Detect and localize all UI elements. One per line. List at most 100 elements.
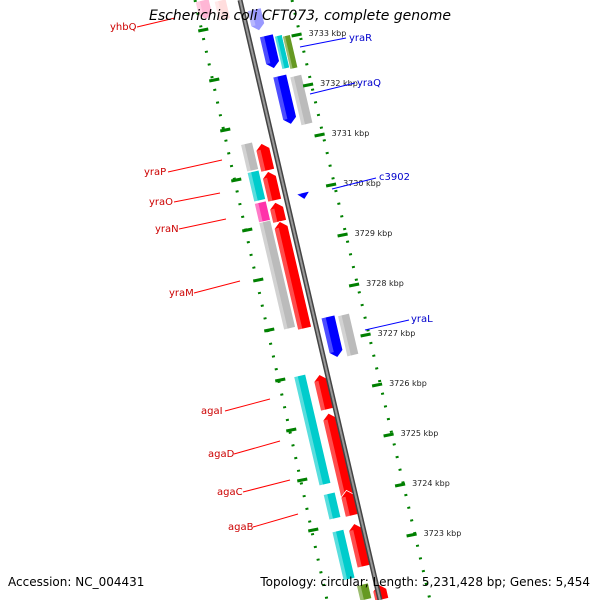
inner-scale-tick [230, 177, 242, 183]
gene-arrow-yraO [262, 170, 283, 203]
scale-tick [337, 232, 348, 238]
map-title: Escherichia coli CFT073, complete genome [149, 8, 451, 24]
gene-label-yhbQ: yhbQ [110, 22, 137, 33]
gene-arrow-agaD-shade [322, 419, 346, 499]
gene-arrow-agaC-shade [340, 496, 351, 518]
cds-block-yraO [246, 169, 267, 203]
inner-scale-tick [274, 377, 286, 383]
scale-tick-label: 3727 kbp [378, 329, 416, 338]
cds-block-yraM [258, 219, 296, 331]
gene-label-agaB: agaB [228, 522, 254, 533]
scale-tick-label: 3724 kbp [412, 479, 450, 488]
scale-tick [406, 532, 417, 538]
cds-block-yraQ-shade [289, 76, 306, 126]
inner-scale-tick [263, 327, 275, 333]
cds-block-yraO-shade [247, 171, 258, 202]
cds-block-yraO-body [246, 169, 267, 203]
gene-arrow-yraO-shade [262, 177, 273, 203]
gene-arrow-yraL-shade [321, 317, 334, 354]
gene-tracks [194, 0, 390, 600]
gene-label-yraL: yraL [411, 314, 433, 325]
scale-tick-label: 3723 kbp [424, 529, 462, 538]
gene-label-agaC: agaC [217, 487, 243, 498]
gene-arrow-agaI-shade [313, 380, 326, 412]
gene-arrow-c3902-shade [297, 193, 302, 195]
scale-track: 3733 kbp 3732 kbp 3731 kbp 3730 kbp 3729 kbp… [193, 0, 462, 600]
cds-block-yraM-body [258, 219, 296, 331]
cds-block-yraN [253, 200, 272, 224]
cds-block-agaC-body [322, 491, 342, 521]
gene-label-yraM: yraM [169, 288, 194, 299]
cds-block-yraR-2 [281, 34, 299, 70]
gene-label-leader [309, 82, 356, 95]
gene-arrow-yraP-body [255, 142, 276, 173]
cds-block-yraQ-body [289, 73, 314, 127]
gene-arrow-yraQ-shade [272, 76, 288, 121]
inner-scale-tick [241, 227, 253, 233]
inner-scale-tick [296, 477, 308, 483]
cds-block-yraP-shade [240, 143, 251, 172]
gene-label-leader [252, 513, 299, 528]
cds-block-top-shade [214, 0, 223, 22]
gene-arrow-top-minus-body [246, 7, 266, 32]
cds-block-agaC [322, 491, 342, 521]
cds-block-agaI-D-body [293, 373, 332, 487]
gene-label-yraN: yraN [155, 224, 179, 235]
gene-arrow-yraN-shade [269, 208, 278, 224]
gene-arrow-yraR-shade [259, 35, 271, 65]
gene-arrow-yraO-body [262, 170, 283, 203]
gene-label-leader [136, 17, 176, 28]
cds-block-yraQ [289, 73, 314, 127]
genome-backbone-highlight [239, 0, 381, 600]
gene-label-leader [299, 37, 347, 48]
gene-label-yraO: yraO [149, 197, 173, 208]
gene-arrow-top-shade [195, 0, 203, 16]
scale-tick-label: 3731 kbp [332, 129, 370, 138]
cds-block-yraM-shade [258, 221, 288, 330]
gene-label-leader [193, 280, 241, 294]
cds-block-yraR-shade [274, 35, 285, 70]
gene-arrow-yraR-body [258, 33, 280, 70]
gene-label-leader [364, 319, 410, 331]
cds-block-agaB-shade [331, 531, 348, 581]
gene-labels: yhbQ yraR yraQ yraP yraO yraN c3902 yraM yraL aga… [110, 17, 433, 533]
scale-tick-label: 3732 kbp [320, 79, 358, 88]
cds-block-agaI-D [293, 373, 332, 487]
gene-label-leader [167, 159, 223, 173]
scale-tick [348, 282, 360, 288]
cds-block-agaB [331, 528, 356, 582]
cds-block-bottom-shade [356, 584, 365, 600]
gene-label-leader [173, 192, 221, 203]
gene-arrow-yraM [273, 220, 312, 331]
scale-tick-label: 3730 kbp [343, 179, 381, 188]
cds-block-yraL [337, 312, 360, 358]
cds-block-yraN-shade [254, 202, 263, 224]
cds-block-yraP-body [240, 141, 260, 173]
scale-tick [394, 482, 406, 488]
gene-arrow-c3902-body [296, 190, 310, 200]
gene-label-yraP: yraP [144, 167, 166, 178]
inner-scale-tick [307, 527, 319, 533]
gene-arrow-yraN-body [269, 201, 288, 224]
cds-block-bottom [355, 582, 373, 600]
cds-block-yraP [240, 141, 260, 173]
scale-tick-label: 3726 kbp [389, 379, 427, 388]
cds-block-yraR-2-body [281, 34, 299, 70]
gene-label-yraR: yraR [349, 33, 372, 44]
scale-tick [325, 182, 337, 188]
gene-arrow-yraN [269, 201, 288, 224]
accession-text: Accession: NC_004431 [8, 575, 145, 589]
scale-tick [360, 332, 371, 338]
gene-label-leader [242, 479, 291, 493]
cds-block-yraL-shade [337, 315, 351, 357]
gene-arrow-agaB-shade [348, 529, 362, 569]
gene-label-leader [331, 177, 377, 190]
cds-block-yraR [273, 34, 291, 70]
inner-scale-tick [197, 27, 209, 33]
gene-arrow-top-minus-shade [247, 9, 256, 27]
cds-block-top-body [213, 0, 231, 22]
gene-arrow-top-minus [246, 7, 266, 32]
inner-scale-tick [285, 427, 297, 433]
gene-arrow-yraM-body [273, 220, 312, 331]
